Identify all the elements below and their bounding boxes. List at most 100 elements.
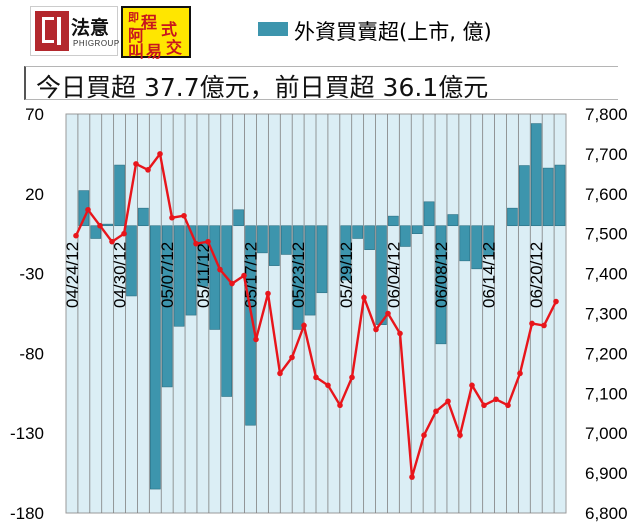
x-tick-label: 05/07/12 <box>158 242 177 308</box>
bar <box>542 167 554 227</box>
bar <box>209 225 221 330</box>
index-point <box>169 214 175 221</box>
bar <box>269 225 280 266</box>
index-point <box>289 354 295 361</box>
bar <box>376 225 387 325</box>
index-point <box>337 402 343 409</box>
index-point <box>397 330 403 337</box>
bar <box>114 164 125 227</box>
index-point <box>373 326 379 333</box>
index-point <box>109 238 115 245</box>
index-point <box>253 336 259 343</box>
index-point <box>157 151 163 157</box>
bar <box>280 225 292 255</box>
summary-text: 今日買超 37.7億元，前日買超 36.1億元 <box>36 73 489 102</box>
index-point <box>433 408 439 415</box>
bar <box>173 225 185 327</box>
bar <box>530 123 542 227</box>
index-point <box>133 161 139 167</box>
y-right-tick-label: 7,600 <box>585 185 628 204</box>
index-point <box>241 272 247 279</box>
bar <box>399 225 411 247</box>
index-point <box>73 232 79 239</box>
y-left-tick-label: 20 <box>25 185 44 204</box>
index-point <box>193 240 199 247</box>
index-point <box>445 398 451 405</box>
index-point <box>313 374 319 381</box>
x-tick-label: 04/30/12 <box>111 242 130 308</box>
index-point <box>421 432 427 438</box>
index-point <box>97 222 103 229</box>
bar <box>471 225 483 270</box>
index-point <box>301 322 307 329</box>
badge-char: 式 <box>161 20 178 39</box>
index-point <box>469 382 475 389</box>
index-point <box>325 382 331 389</box>
badge-char: 叫 <box>128 42 145 61</box>
index-point <box>229 280 235 287</box>
bar <box>554 164 566 227</box>
index-point <box>529 320 535 327</box>
index-point <box>541 322 547 329</box>
bar <box>423 201 435 227</box>
bar <box>519 165 530 227</box>
y-right-tick-label: 7,400 <box>585 265 628 284</box>
y-left-tick-label: 70 <box>25 105 44 124</box>
bar <box>411 225 423 235</box>
index-point <box>121 230 127 237</box>
x-tick-label: 06/04/12 <box>384 242 403 308</box>
badge-char: 即 <box>128 11 139 24</box>
badge-char: 易 <box>146 42 163 61</box>
bar <box>233 209 244 227</box>
bar <box>126 225 137 297</box>
summary-banner: 今日買超 37.7億元，前日買超 36.1億元 <box>24 66 618 102</box>
bar <box>245 225 256 426</box>
bar <box>257 225 268 254</box>
y-right-tick-label: 7,700 <box>585 145 628 164</box>
y-right-tick-label: 7,000 <box>585 424 628 443</box>
index-point <box>409 474 415 480</box>
y-right-tick-label: 6,900 <box>585 464 628 483</box>
x-tick-label: 05/29/12 <box>337 242 356 308</box>
x-tick-label: 06/20/12 <box>527 242 546 308</box>
x-tick-label: 06/08/12 <box>432 242 451 308</box>
y-left-tick-label: -130 <box>10 424 44 443</box>
bar <box>102 223 113 227</box>
index-point <box>493 396 499 403</box>
phigroup-logo: 法意 PHIGROUP <box>30 6 120 56</box>
index-point <box>553 298 559 305</box>
bar <box>459 225 471 262</box>
bar <box>90 225 102 239</box>
bar <box>483 225 494 257</box>
brand-name: 法意 <box>71 17 110 39</box>
y-right-tick-label: 6,800 <box>585 504 628 523</box>
brand-sub: PHIGROUP <box>73 39 120 48</box>
index-point <box>205 238 211 245</box>
index-point <box>361 294 367 301</box>
bar <box>316 225 328 294</box>
y-left-tick-label: -80 <box>19 344 44 363</box>
bar <box>447 214 459 227</box>
bar <box>185 225 197 316</box>
index-point <box>145 167 151 173</box>
y-right-tick-label: 7,200 <box>585 344 628 363</box>
trading-badge-logo: 即 程 式 阿 叫 易 交 <box>121 6 191 61</box>
index-point <box>457 432 463 438</box>
y-right-tick-label: 7,100 <box>585 384 628 403</box>
index-point <box>385 310 391 317</box>
bar <box>149 225 161 490</box>
legend-bar-label: 外資買賣超(上市, 億) <box>294 20 492 44</box>
bar <box>292 225 304 330</box>
index-point <box>277 370 283 377</box>
bar <box>352 225 363 239</box>
index-point <box>217 266 223 273</box>
index-point <box>265 290 271 297</box>
phigroup-mark-icon <box>35 11 69 51</box>
legend-bar-swatch <box>258 22 288 36</box>
index-point <box>505 402 511 409</box>
index-point <box>517 370 523 377</box>
y-right-tick-label: 7,800 <box>585 105 628 124</box>
badge-char: 交 <box>166 38 183 57</box>
badge-char: 阿 <box>128 26 145 45</box>
y-left-tick-label: -180 <box>10 504 44 523</box>
